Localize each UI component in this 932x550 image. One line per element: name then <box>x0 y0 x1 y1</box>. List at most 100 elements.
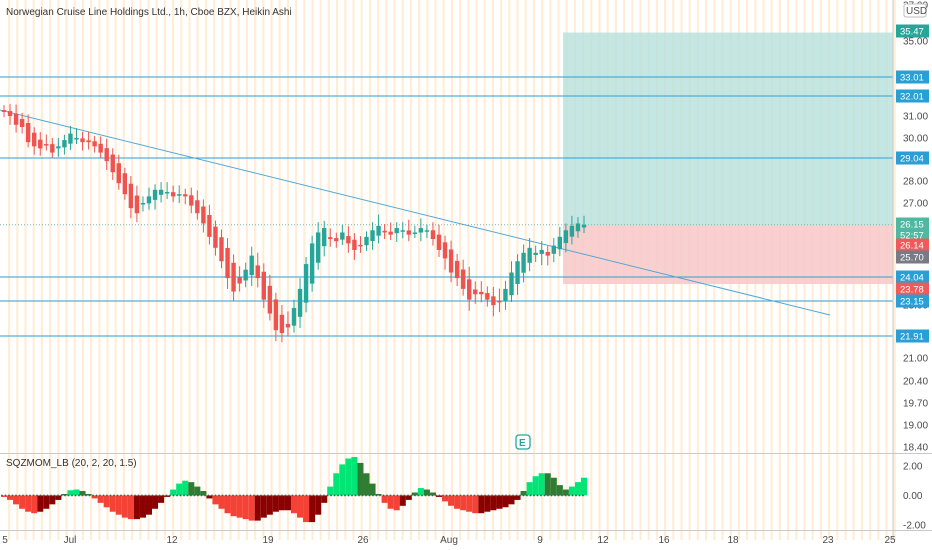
squeeze-dot <box>130 494 133 497</box>
session-band <box>131 0 134 540</box>
squeeze-dot <box>494 494 497 497</box>
momentum-bar <box>460 495 467 511</box>
candle-body <box>255 265 260 279</box>
session-band <box>229 0 232 540</box>
momentum-bar <box>508 495 515 505</box>
momentum-bar <box>351 457 358 496</box>
squeeze-dot <box>323 494 325 497</box>
session-band <box>467 0 470 540</box>
y-tick-label: 21.00 <box>903 354 928 365</box>
y-tick-label: 19.70 <box>903 399 928 410</box>
squeeze-dot <box>428 494 430 497</box>
squeeze-dot <box>18 494 21 497</box>
momentum-bar <box>206 495 213 499</box>
momentum-bar <box>115 495 122 515</box>
momentum-bar <box>550 477 557 496</box>
squeeze-dot <box>281 494 283 497</box>
squeeze-dot <box>403 494 406 497</box>
squeeze-dot <box>484 494 486 497</box>
candle-body <box>297 288 303 317</box>
squeeze-dot <box>43 494 45 497</box>
session-band <box>418 0 421 540</box>
momentum-bar <box>266 495 273 515</box>
candle-body <box>473 289 478 295</box>
squeeze-dot <box>225 494 227 497</box>
y-tick-label: 27.00 <box>903 199 928 210</box>
session-band <box>8 0 11 540</box>
squeeze-dot <box>95 494 98 497</box>
squeeze-dot <box>540 494 542 497</box>
session-band <box>336 0 339 540</box>
squeeze-dot <box>193 494 196 497</box>
squeeze-dot <box>414 494 416 497</box>
momentum-bar <box>13 495 20 505</box>
momentum-bar <box>339 464 346 496</box>
session-band <box>147 0 150 540</box>
horizontal-levels <box>0 76 893 337</box>
candle-body <box>303 264 309 303</box>
earnings-marker[interactable]: E <box>515 434 531 450</box>
squeeze-dot <box>53 494 56 497</box>
momentum-bar <box>278 495 285 511</box>
momentum-bar <box>472 495 479 514</box>
squeeze-dot <box>218 494 220 497</box>
momentum-bar <box>25 495 32 512</box>
stop-zone <box>563 225 893 285</box>
price-label: 32.01 <box>900 92 924 103</box>
squeeze-dot <box>228 494 231 497</box>
trendline[interactable] <box>0 109 831 316</box>
candle-body <box>134 195 140 214</box>
squeeze-dot <box>249 494 252 497</box>
squeeze-dot <box>498 494 500 497</box>
target-zone <box>563 32 893 225</box>
squeeze-dot <box>361 494 364 497</box>
squeeze-dot <box>326 494 329 497</box>
candle-body <box>183 194 188 197</box>
squeeze-dot <box>333 494 336 497</box>
squeeze-dot <box>137 494 140 497</box>
candle-body <box>56 146 61 149</box>
squeeze-dot <box>568 494 570 497</box>
momentum-bar <box>484 495 491 512</box>
candle-body <box>25 123 31 143</box>
squeeze-dot <box>305 494 308 497</box>
squeeze-dot <box>183 494 185 497</box>
squeeze-dot <box>67 494 70 497</box>
candle-body <box>285 323 291 328</box>
squeeze-dot <box>15 494 17 497</box>
squeeze-dot <box>144 494 147 497</box>
price-label: 24.04 <box>900 273 924 284</box>
squeeze-dot <box>459 494 462 497</box>
squeeze-dot <box>477 494 479 497</box>
squeeze-dot <box>337 494 339 497</box>
candle-body <box>533 252 538 255</box>
momentum-bar <box>67 490 74 496</box>
session-band <box>549 0 552 540</box>
candle-body <box>13 113 19 125</box>
candle-body <box>539 250 544 254</box>
squeeze-dot <box>554 494 556 497</box>
squeeze-dot <box>487 494 490 497</box>
trendline-layer[interactable] <box>0 109 831 316</box>
price-label: 23.78 <box>900 285 924 296</box>
session-band <box>532 0 535 540</box>
momentum-bar <box>182 480 189 496</box>
momentum-bar <box>429 492 436 496</box>
session-band <box>213 0 216 540</box>
momentum-bar <box>176 483 183 496</box>
momentum-bar <box>454 495 461 509</box>
session-band <box>270 0 273 540</box>
momentum-bar <box>466 495 473 512</box>
squeeze-dot <box>260 494 262 497</box>
squeeze-dot <box>407 494 409 497</box>
x-tick-label: 25 <box>884 535 896 546</box>
momentum-bar <box>73 489 80 496</box>
squeeze-dot <box>221 494 224 497</box>
squeeze-dot <box>389 494 392 497</box>
squeeze-dot <box>417 494 420 497</box>
squeeze-dot <box>116 494 119 497</box>
squeeze-dot <box>529 494 532 497</box>
squeeze-dot <box>253 494 255 497</box>
squeeze-dot <box>452 494 455 497</box>
